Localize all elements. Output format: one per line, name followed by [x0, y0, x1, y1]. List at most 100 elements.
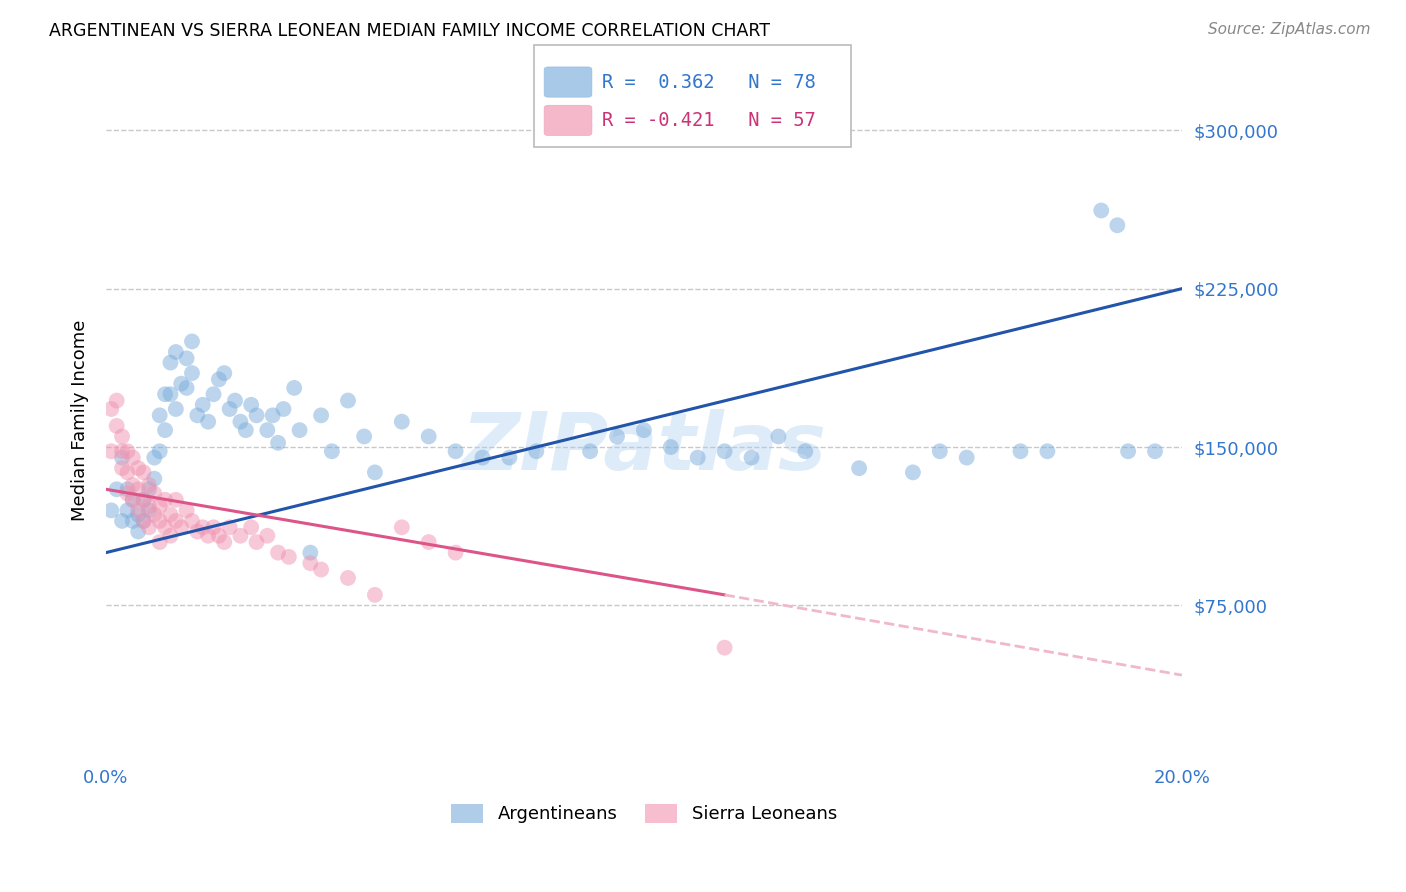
Point [165, 492, 187, 507]
Point [117, 486, 139, 500]
Point [170, 520, 193, 534]
Point [1107, 219, 1129, 233]
Point [191, 520, 214, 534]
Point [1116, 444, 1139, 458]
Point [309, 562, 332, 576]
Point [143, 472, 166, 486]
Point [471, 450, 494, 465]
Point [121, 450, 143, 465]
Point [1036, 444, 1059, 458]
Point [138, 483, 160, 497]
Text: ARGENTINEAN VS SIERRA LEONEAN MEDIAN FAMILY INCOME CORRELATION CHART: ARGENTINEAN VS SIERRA LEONEAN MEDIAN FAM… [49, 22, 770, 40]
Point [143, 486, 166, 500]
Point [214, 366, 236, 380]
Point [283, 381, 305, 395]
Point [848, 461, 870, 475]
Point [186, 409, 208, 423]
Point [176, 351, 198, 366]
Point [132, 514, 155, 528]
Point [127, 524, 149, 539]
Point [111, 444, 134, 458]
Point [132, 514, 155, 528]
Point [165, 402, 187, 417]
Point [202, 520, 225, 534]
Point [149, 535, 172, 549]
Point [117, 466, 139, 480]
Point [713, 640, 735, 655]
Point [191, 398, 214, 412]
Point [149, 444, 172, 458]
Point [153, 387, 176, 401]
Point [1090, 203, 1112, 218]
Point [181, 366, 204, 380]
Y-axis label: Median Family Income: Median Family Income [72, 320, 89, 521]
Point [229, 529, 252, 543]
Point [240, 398, 263, 412]
Point [229, 415, 252, 429]
Point [121, 514, 143, 528]
Point [606, 429, 628, 443]
Point [100, 402, 122, 417]
Point [245, 409, 267, 423]
Text: R = -0.421   N = 57: R = -0.421 N = 57 [602, 111, 815, 130]
Point [138, 503, 160, 517]
Point [159, 508, 181, 522]
Point [159, 529, 181, 543]
Point [262, 409, 284, 423]
Point [138, 499, 160, 513]
Point [181, 514, 204, 528]
Point [288, 423, 311, 437]
Point [633, 423, 655, 437]
Point [686, 450, 709, 465]
Point [111, 429, 134, 443]
Text: ZIPatlas: ZIPatlas [461, 409, 827, 487]
Point [391, 520, 413, 534]
Point [956, 450, 979, 465]
Point [176, 503, 198, 517]
Point [117, 483, 139, 497]
Point [277, 549, 299, 564]
Point [1143, 444, 1166, 458]
Point [444, 444, 467, 458]
Point [309, 409, 332, 423]
Point [153, 520, 176, 534]
Point [127, 503, 149, 517]
Point [208, 372, 231, 386]
Point [153, 492, 176, 507]
Point [149, 499, 172, 513]
Point [498, 450, 520, 465]
Point [176, 381, 198, 395]
Point [218, 402, 240, 417]
Point [659, 440, 682, 454]
Point [149, 514, 172, 528]
Point [111, 450, 134, 465]
Point [418, 535, 440, 549]
Point [901, 466, 924, 480]
Point [186, 524, 208, 539]
Point [579, 444, 602, 458]
Point [170, 376, 193, 391]
Point [337, 393, 360, 408]
Point [197, 415, 219, 429]
Text: Source: ZipAtlas.com: Source: ZipAtlas.com [1208, 22, 1371, 37]
Point [794, 444, 817, 458]
Point [208, 529, 231, 543]
Point [138, 520, 160, 534]
Point [127, 461, 149, 475]
Point [245, 535, 267, 549]
Point [149, 409, 172, 423]
Point [267, 435, 290, 450]
Point [273, 402, 295, 417]
Point [299, 556, 322, 570]
Point [928, 444, 950, 458]
Point [256, 423, 278, 437]
Point [132, 492, 155, 507]
Point [165, 514, 187, 528]
Point [321, 444, 343, 458]
Point [299, 546, 322, 560]
Point [105, 393, 128, 408]
Point [132, 466, 155, 480]
Point [153, 423, 176, 437]
Point [418, 429, 440, 443]
Point [111, 514, 134, 528]
